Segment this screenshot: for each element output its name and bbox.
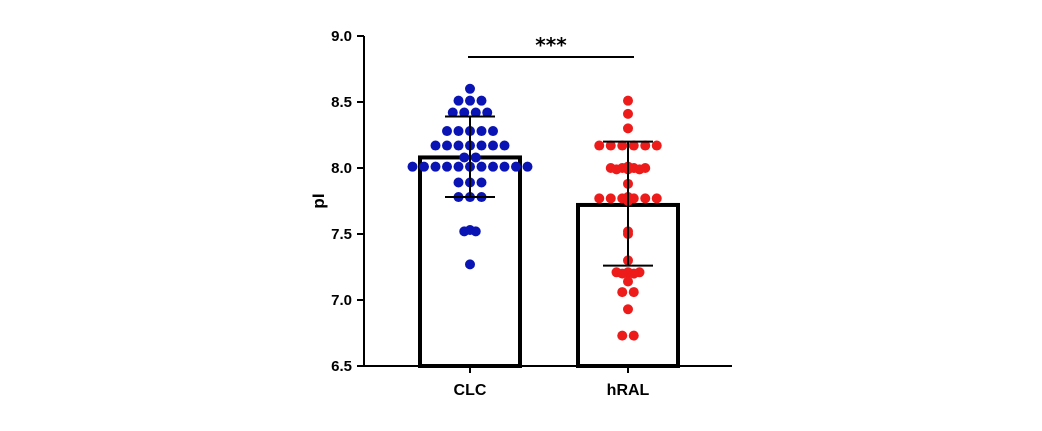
y-tick-label: 6.5 <box>331 358 352 375</box>
data-point-clc <box>453 161 464 172</box>
data-point-clc <box>499 161 510 172</box>
data-point-hral <box>628 268 639 279</box>
data-point-hral <box>623 95 633 106</box>
data-point-hral <box>640 140 651 151</box>
y-axis-title: pI <box>309 193 328 208</box>
y-tick-label: 7.0 <box>331 292 352 309</box>
data-point-hral <box>617 287 628 298</box>
data-point-clc <box>465 83 475 94</box>
data-point-clc <box>476 140 487 151</box>
data-point-clc <box>488 140 498 151</box>
data-point-hral <box>623 108 633 119</box>
significance-label: *** <box>535 33 567 57</box>
bars <box>418 155 680 368</box>
data-point-clc <box>476 177 487 188</box>
data-point-hral <box>628 287 639 298</box>
category-label-clc: CLC <box>454 382 487 399</box>
data-point-hral <box>617 140 628 151</box>
data-point-hral <box>594 140 605 151</box>
data-point-hral <box>651 140 662 151</box>
data-point-clc <box>465 259 475 270</box>
data-point-clc <box>459 107 470 118</box>
data-point-clc <box>476 161 487 172</box>
data-point-hral <box>651 193 662 204</box>
data-point-clc <box>482 107 493 118</box>
data-point-clc <box>459 152 470 163</box>
data-point-hral <box>617 330 628 341</box>
y-tick-label: 8.5 <box>331 94 352 111</box>
data-point-clc <box>442 126 452 137</box>
data-point-hral <box>605 140 616 151</box>
data-points <box>407 83 662 341</box>
data-point-hral <box>594 193 605 204</box>
data-point-hral <box>611 164 622 175</box>
data-point-clc <box>447 107 458 118</box>
data-point-hral <box>623 276 633 287</box>
data-point-clc <box>430 161 441 172</box>
category-label-hral: hRAL <box>607 382 650 399</box>
data-point-clc <box>465 95 475 106</box>
data-point-clc <box>522 161 533 172</box>
data-point-hral <box>617 268 628 279</box>
error-bars <box>445 115 653 267</box>
data-point-clc <box>470 226 481 237</box>
data-point-clc <box>511 161 521 172</box>
data-point-hral <box>623 304 633 315</box>
data-point-clc <box>453 95 464 106</box>
category-labels: CLC hRAL <box>454 366 650 399</box>
data-point-clc <box>470 152 481 163</box>
y-axis: 6.5 7.0 7.5 8.0 8.5 9.0 <box>331 28 365 375</box>
data-point-clc <box>430 140 441 151</box>
y-ticks: 6.5 7.0 7.5 8.0 8.5 9.0 <box>331 28 364 375</box>
significance-annotation: *** <box>468 33 634 58</box>
data-point-clc <box>470 107 481 118</box>
data-point-clc <box>442 140 452 151</box>
data-point-clc <box>453 140 464 151</box>
data-point-clc <box>407 161 418 172</box>
data-point-clc <box>476 95 487 106</box>
data-point-clc <box>459 226 470 237</box>
data-point-clc <box>476 126 487 137</box>
data-point-hral <box>634 164 645 175</box>
data-point-clc <box>419 161 429 172</box>
data-point-clc <box>488 161 498 172</box>
data-point-clc <box>453 177 464 188</box>
data-point-hral <box>628 140 639 151</box>
data-point-hral <box>623 123 633 134</box>
y-tick-label: 8.0 <box>331 160 352 177</box>
data-point-hral <box>628 330 639 341</box>
data-point-clc <box>453 126 464 137</box>
y-tick-label: 9.0 <box>331 28 352 45</box>
data-point-hral <box>605 193 616 204</box>
data-point-clc <box>488 126 498 137</box>
data-point-clc <box>442 161 452 172</box>
y-tick-label: 7.5 <box>331 226 352 243</box>
data-point-clc <box>499 140 510 151</box>
data-point-hral <box>640 193 651 204</box>
